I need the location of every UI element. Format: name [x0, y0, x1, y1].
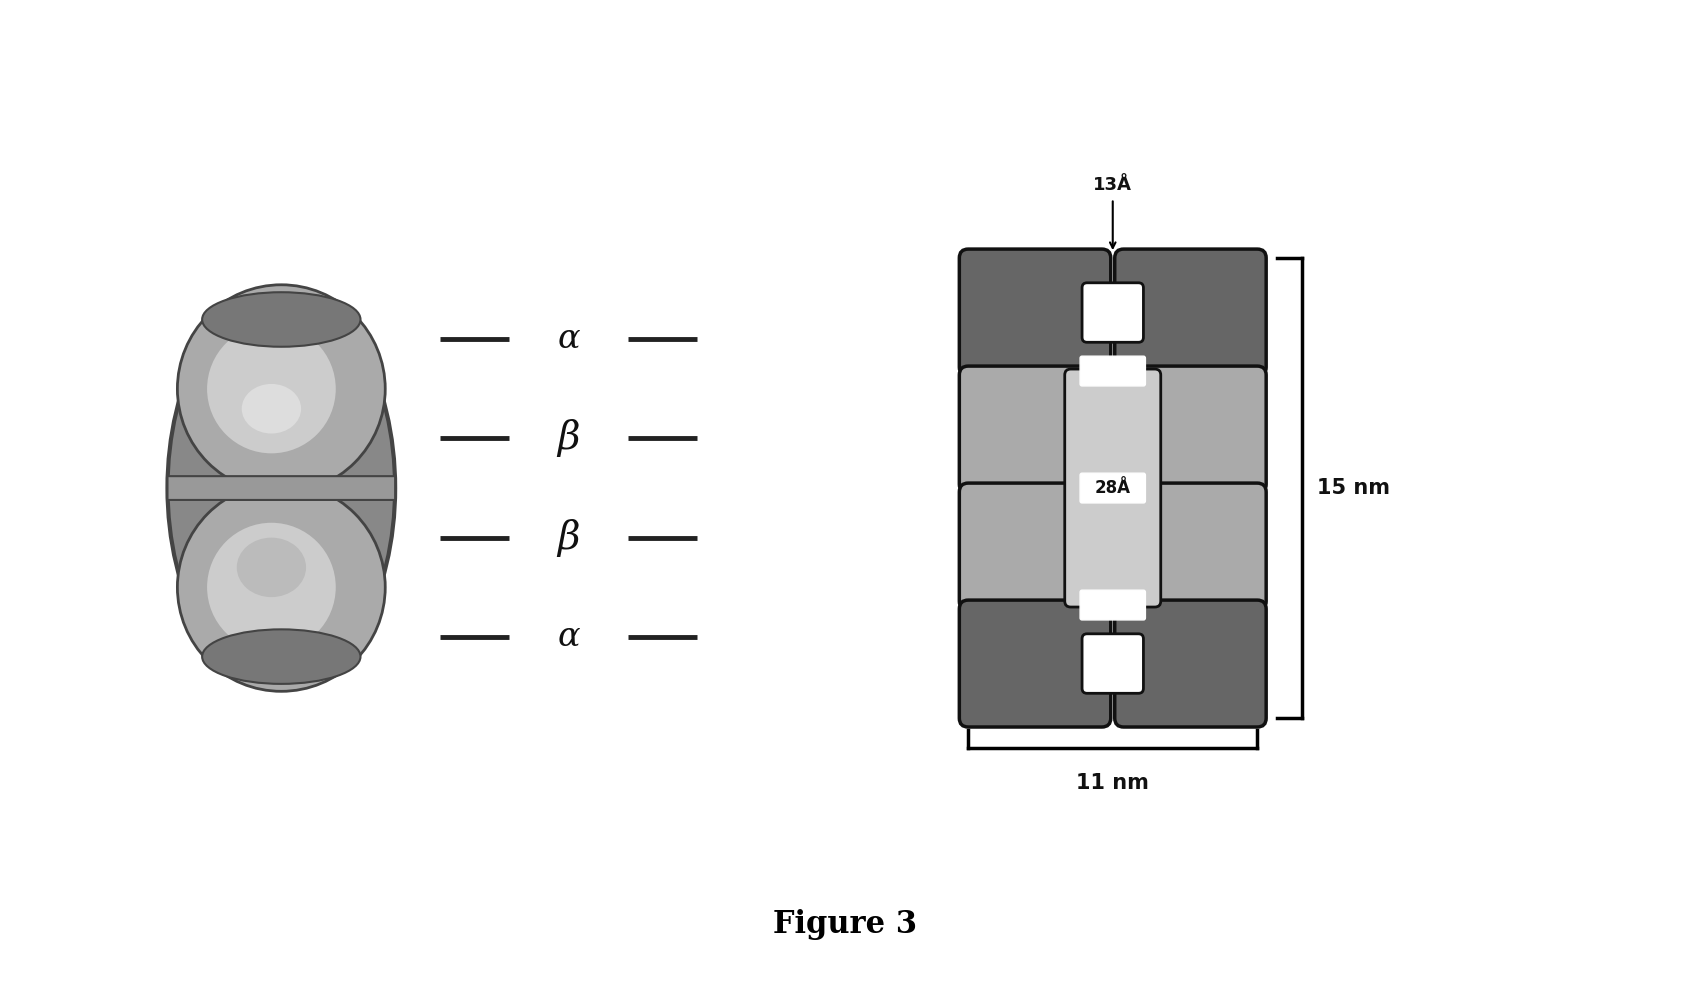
FancyBboxPatch shape	[959, 483, 1111, 610]
Ellipse shape	[167, 289, 396, 687]
Text: Figure 3: Figure 3	[773, 909, 918, 940]
Text: β: β	[556, 420, 580, 457]
FancyBboxPatch shape	[1081, 356, 1145, 386]
Ellipse shape	[206, 523, 337, 652]
FancyBboxPatch shape	[1114, 483, 1267, 610]
FancyBboxPatch shape	[1082, 634, 1143, 694]
Ellipse shape	[178, 285, 386, 493]
FancyBboxPatch shape	[959, 367, 1111, 493]
Ellipse shape	[237, 537, 306, 597]
FancyBboxPatch shape	[1065, 370, 1160, 607]
FancyBboxPatch shape	[959, 600, 1111, 727]
FancyBboxPatch shape	[167, 476, 396, 500]
Ellipse shape	[203, 292, 360, 347]
Ellipse shape	[203, 629, 360, 684]
Ellipse shape	[206, 324, 337, 453]
FancyBboxPatch shape	[1114, 600, 1267, 727]
Text: α: α	[556, 323, 580, 356]
Text: 13Å: 13Å	[1094, 176, 1133, 194]
Text: 11 nm: 11 nm	[1075, 773, 1150, 792]
Text: 15 nm: 15 nm	[1317, 478, 1390, 498]
Text: β: β	[556, 519, 580, 556]
Text: 28Å: 28Å	[1094, 479, 1131, 497]
FancyBboxPatch shape	[1114, 249, 1267, 376]
Ellipse shape	[178, 483, 386, 692]
FancyBboxPatch shape	[1081, 590, 1145, 619]
FancyBboxPatch shape	[1081, 473, 1145, 503]
Ellipse shape	[242, 384, 301, 434]
FancyBboxPatch shape	[1114, 367, 1267, 493]
Text: α: α	[556, 620, 580, 653]
FancyBboxPatch shape	[1082, 283, 1143, 342]
FancyBboxPatch shape	[959, 249, 1111, 376]
